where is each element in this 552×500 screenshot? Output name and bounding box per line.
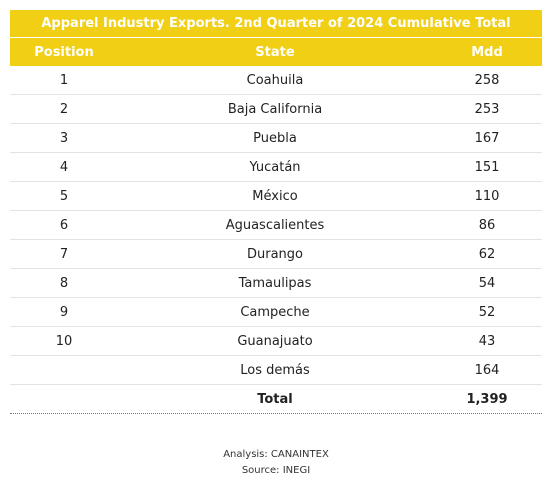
total-value: 1,399 bbox=[466, 391, 508, 407]
position-cell: 4 bbox=[59, 159, 69, 175]
position-cell: 1 bbox=[59, 72, 69, 88]
mdd-cell: 52 bbox=[478, 304, 496, 320]
table-row: 8 Tamaulipas 54 bbox=[10, 269, 542, 298]
position-cell: 10 bbox=[55, 333, 73, 349]
mdd-cell: 164 bbox=[474, 362, 500, 378]
table-row: 1 Coahuila 258 bbox=[10, 66, 542, 95]
table-row: 3 Puebla 167 bbox=[10, 124, 542, 153]
table-title: Apparel Industry Exports. 2nd Quarter of… bbox=[10, 10, 542, 37]
analysis-credit: Analysis: CANAINTEX bbox=[223, 449, 329, 460]
state-cell: Coahuila bbox=[246, 72, 304, 88]
state-cell: Yucatán bbox=[249, 159, 301, 175]
table-row: 2 Baja California 253 bbox=[10, 95, 542, 124]
mdd-cell: 258 bbox=[474, 72, 500, 88]
position-cell: 5 bbox=[59, 188, 69, 204]
table-row: 7 Durango 62 bbox=[10, 240, 542, 269]
column-header-position: Position bbox=[34, 44, 94, 60]
column-header-mdd: Mdd bbox=[471, 44, 503, 60]
position-cell: 2 bbox=[59, 101, 69, 117]
mdd-cell: 167 bbox=[474, 130, 500, 146]
state-cell: Baja California bbox=[227, 101, 323, 117]
position-cell: 7 bbox=[59, 246, 69, 262]
state-cell: Tamaulipas bbox=[238, 275, 312, 291]
mdd-cell: 151 bbox=[474, 159, 500, 175]
mdd-cell: 54 bbox=[478, 275, 496, 291]
state-cell: Los demás bbox=[240, 362, 310, 378]
mdd-cell: 43 bbox=[478, 333, 496, 349]
mdd-cell: 86 bbox=[478, 217, 496, 233]
state-cell: Campeche bbox=[240, 304, 310, 320]
position-cell: 3 bbox=[59, 130, 69, 146]
total-label: Total bbox=[257, 391, 293, 407]
position-cell: 9 bbox=[59, 304, 69, 320]
source-credit: Source: INEGI bbox=[241, 465, 311, 476]
state-cell: Aguascalientes bbox=[225, 217, 325, 233]
table-row: 9 Campeche 52 bbox=[10, 298, 542, 327]
table-row: 10 Guanajuato 43 bbox=[10, 327, 542, 356]
table-row: Los demás 164 bbox=[10, 356, 542, 385]
position-cell: 8 bbox=[59, 275, 69, 291]
table-row: 4 Yucatán 151 bbox=[10, 153, 542, 182]
table-header-row: Position State Mdd bbox=[10, 37, 542, 66]
table-row: 6 Aguascalientes 86 bbox=[10, 211, 542, 240]
state-cell: Guanajuato bbox=[237, 333, 313, 349]
table-row: 5 México 110 bbox=[10, 182, 542, 211]
state-cell: Durango bbox=[246, 246, 303, 262]
table-body: 1 Coahuila 258 2 Baja California 253 3 Puebla 16… bbox=[10, 66, 542, 385]
exports-table: Apparel Industry Exports. 2nd Quarter of… bbox=[10, 10, 542, 414]
state-cell: Puebla bbox=[253, 130, 297, 146]
position-cell: 6 bbox=[59, 217, 69, 233]
mdd-cell: 110 bbox=[474, 188, 500, 204]
column-header-state: State bbox=[255, 44, 295, 60]
total-row: Total 1,399 bbox=[10, 385, 542, 414]
state-cell: México bbox=[252, 188, 298, 204]
mdd-cell: 62 bbox=[478, 246, 496, 262]
mdd-cell: 253 bbox=[474, 101, 500, 117]
